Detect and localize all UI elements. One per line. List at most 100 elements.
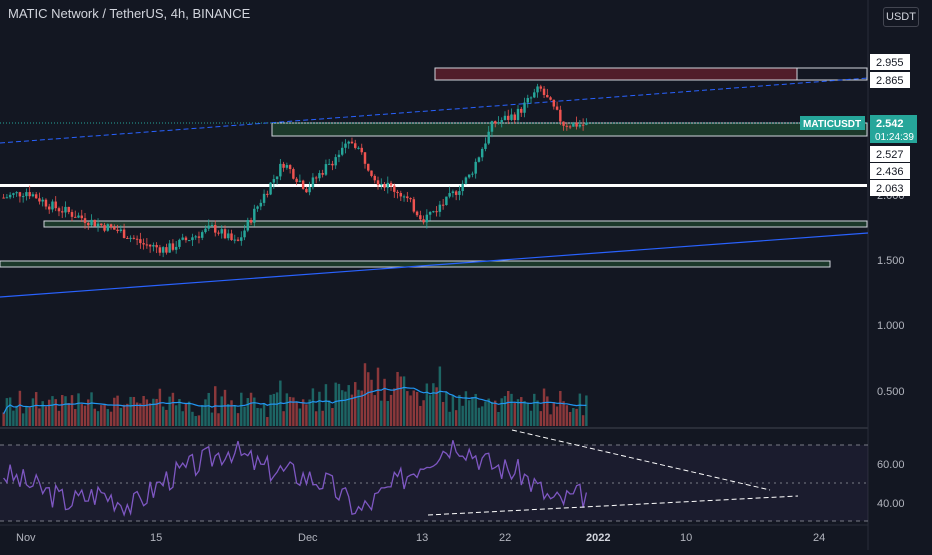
candle — [96, 223, 100, 227]
volume-bar — [116, 395, 119, 426]
zone-resistance-2955[interactable] — [434, 67, 798, 81]
volume-bar — [197, 415, 201, 426]
candle — [132, 237, 136, 239]
candle — [386, 182, 390, 188]
volume-bar — [542, 388, 546, 426]
candle — [197, 236, 201, 238]
volume-bar — [168, 396, 171, 426]
candle — [344, 143, 347, 148]
candle — [301, 180, 305, 189]
candle — [67, 206, 70, 213]
candle — [256, 206, 259, 209]
volume-bar — [536, 400, 539, 426]
candle — [347, 141, 350, 144]
rsi-divergence-upper[interactable] — [511, 429, 771, 491]
upper-trendline[interactable] — [0, 77, 869, 144]
candle — [337, 154, 341, 158]
candle — [578, 124, 582, 127]
price-label-box — [870, 180, 910, 196]
volume-bar — [399, 376, 403, 426]
x-tick: 22 — [499, 532, 511, 544]
volume-bar — [223, 389, 227, 426]
volume-bar — [158, 388, 162, 426]
volume-bar — [41, 401, 44, 426]
x-tick: Dec — [298, 532, 318, 544]
candle — [581, 124, 585, 126]
price-label-2063: 2.063 — [876, 183, 904, 195]
candle — [158, 247, 162, 253]
level-2063-box[interactable] — [0, 184, 867, 187]
volume-bar — [87, 399, 90, 426]
volume-bar — [572, 408, 575, 426]
volume-bar — [513, 402, 516, 426]
volume-bar — [402, 376, 406, 426]
price-badge[interactable] — [870, 115, 917, 143]
volume-bar — [409, 395, 412, 426]
candle — [12, 193, 15, 195]
zone-2436-2527[interactable] — [271, 122, 868, 137]
candle — [474, 161, 477, 174]
symbol-badge-text: MATICUSDT — [803, 119, 861, 130]
volume-bar — [562, 401, 565, 426]
y-tick: 0.500 — [877, 386, 905, 398]
rsi-divergence-lower[interactable] — [427, 495, 799, 516]
volume-bar — [464, 391, 468, 426]
candle — [383, 184, 386, 188]
volume-bar — [100, 405, 103, 426]
volume-bar — [161, 406, 165, 426]
volume-bar — [393, 388, 396, 426]
volume-bar — [80, 404, 83, 426]
chart-title: MATIC Network / TetherUS, 4h, BINANCE — [8, 6, 251, 21]
volume-bar — [454, 410, 458, 426]
volume-bar — [311, 388, 315, 426]
volume-bar — [507, 390, 510, 426]
volume-bar — [204, 399, 207, 426]
candle — [340, 147, 344, 155]
volume-bar — [54, 399, 57, 426]
candle — [44, 199, 48, 207]
volume-bar — [367, 372, 370, 426]
volume-bar — [109, 411, 113, 426]
candle — [448, 193, 451, 197]
candle — [575, 122, 578, 127]
volume-bar — [295, 401, 298, 426]
candle — [74, 216, 77, 218]
candle — [194, 236, 197, 238]
volume-bar — [337, 383, 341, 426]
price-label-box — [870, 146, 910, 162]
volume-bar — [500, 398, 503, 426]
candle — [497, 122, 500, 124]
candle — [275, 176, 279, 180]
volume-bar — [549, 414, 552, 426]
candle — [272, 179, 276, 183]
candle — [217, 232, 220, 234]
candle — [142, 243, 145, 245]
price-label-2955: 2.955 — [876, 57, 904, 69]
rsi-axis[interactable]: 60.00 40.00 — [877, 459, 905, 510]
volume-bar — [526, 402, 529, 426]
candle — [529, 97, 533, 99]
volume-bar — [236, 413, 240, 426]
time-axis[interactable]: Nov 15 Dec 13 22 2022 10 24 — [16, 532, 825, 544]
price-axis[interactable]: 2.000 1.500 1.000 0.500 2.955 2.865 2.54… — [800, 54, 917, 398]
candle — [262, 193, 266, 203]
volume-bar — [425, 383, 429, 426]
candle — [57, 208, 61, 212]
currency-button[interactable]: USDT — [883, 7, 919, 27]
candle — [83, 218, 87, 223]
lower-trendline[interactable] — [0, 232, 869, 298]
volume-bar — [8, 397, 12, 426]
zone-1-75[interactable] — [43, 220, 868, 228]
volume-bar — [373, 395, 376, 426]
price-label-2436: 2.436 — [876, 166, 904, 178]
volume-bar — [376, 367, 380, 426]
volume-bar — [103, 403, 106, 426]
volume-bar — [113, 397, 116, 426]
volume-bar — [301, 399, 305, 426]
volume-bar — [191, 411, 194, 426]
volume-bar — [396, 371, 399, 426]
candle — [184, 237, 188, 241]
volume-bar — [253, 397, 256, 426]
